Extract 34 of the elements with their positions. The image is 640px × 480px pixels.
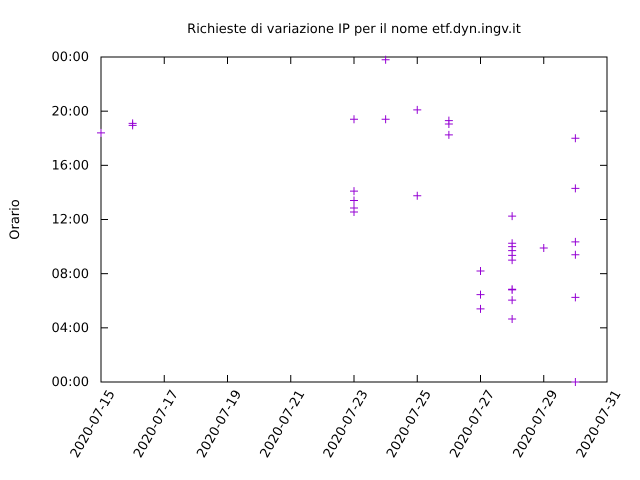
- point: [476, 290, 485, 300]
- point: [570, 184, 580, 193]
- y-tick-label: 00:00: [52, 375, 89, 390]
- chart-title: Richieste di variazione IP per il nome etf.dyn.ingv.it: [187, 22, 521, 37]
- point: [128, 118, 138, 128]
- point: [381, 55, 390, 64]
- point: [570, 378, 580, 386]
- point: [476, 304, 485, 314]
- point: [570, 292, 580, 302]
- point: [570, 134, 580, 143]
- point: [96, 128, 106, 138]
- point: [570, 250, 580, 260]
- y-tick-label: 20:00: [52, 104, 89, 120]
- point: [350, 114, 358, 124]
- point: [508, 256, 517, 265]
- point: [508, 212, 517, 221]
- point: [350, 186, 358, 196]
- point: [412, 191, 422, 200]
- point: [444, 130, 454, 140]
- point: [476, 266, 485, 276]
- y-tick-label: 04:00: [52, 320, 89, 336]
- point: [539, 243, 548, 252]
- point: [412, 105, 422, 114]
- point: [444, 120, 454, 129]
- point: [381, 114, 390, 124]
- y-tick-label: 12:00: [52, 212, 89, 228]
- y-axis-title: Orario: [8, 199, 23, 240]
- point: [128, 120, 138, 130]
- point: [508, 314, 517, 324]
- y-tick-label: 00:00: [52, 50, 89, 66]
- point: [508, 296, 517, 305]
- point: [570, 237, 580, 246]
- y-tick-label: 16:00: [52, 158, 89, 174]
- y-tick-label: 08:00: [52, 266, 89, 282]
